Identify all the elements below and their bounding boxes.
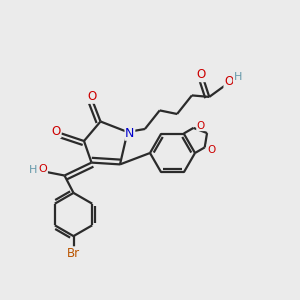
Text: H: H: [234, 72, 242, 82]
Text: O: O: [196, 68, 206, 82]
Text: O: O: [197, 121, 205, 130]
Text: O: O: [87, 90, 96, 103]
Text: N: N: [125, 127, 135, 140]
Text: O: O: [224, 75, 233, 88]
Text: O: O: [207, 145, 215, 155]
Text: O: O: [38, 164, 47, 174]
Text: O: O: [52, 124, 61, 138]
Text: Br: Br: [67, 247, 80, 260]
Text: H: H: [29, 165, 37, 175]
